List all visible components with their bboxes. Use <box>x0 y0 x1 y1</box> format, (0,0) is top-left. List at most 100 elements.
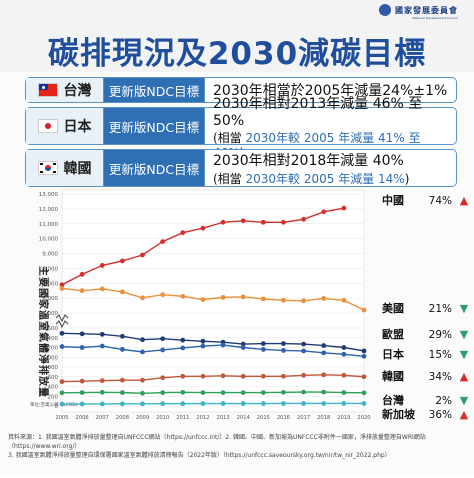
data-point <box>260 347 266 352</box>
data-point <box>281 348 286 353</box>
source-note: 資料來源：1. 我國溫室氣體淨排放量整理自UNFCCC網站（https://un… <box>8 433 470 460</box>
series-change: 74% <box>429 195 452 207</box>
y-tick-label: 7,000 <box>42 281 58 287</box>
data-point <box>120 347 125 352</box>
y-tick-label: 400 <box>48 385 59 391</box>
ndc-logo: 國家發展委員會 <box>379 4 458 16</box>
data-point <box>301 298 306 304</box>
data-point <box>341 372 347 378</box>
y-tick-label: 5,000 <box>42 311 58 317</box>
series-change: 15% <box>429 349 452 361</box>
data-point <box>79 288 85 294</box>
country-name: 日本 <box>63 119 92 135</box>
x-tick-label: 2008 <box>116 415 129 421</box>
data-point <box>160 239 166 244</box>
y-tick-label: 1,200 <box>42 346 58 352</box>
data-point <box>200 390 206 395</box>
series-change: 34% <box>429 371 452 383</box>
y-tick-label: 11,000 <box>39 222 59 228</box>
data-point <box>361 401 367 406</box>
data-point <box>341 345 347 350</box>
data-point <box>59 330 65 336</box>
data-point <box>79 401 85 407</box>
paren-open: (相當 <box>213 171 246 186</box>
y-tick-label: 600 <box>48 375 59 381</box>
data-point <box>301 341 306 347</box>
ndc-target-text: 2030年相對2013年減量 46% 至 50% <box>213 95 423 129</box>
data-point <box>160 347 166 353</box>
data-point <box>180 389 186 395</box>
data-point <box>180 230 186 236</box>
x-tick-label: 2019 <box>337 415 350 421</box>
x-tick-label: 2014 <box>237 415 251 421</box>
data-point <box>341 351 347 357</box>
data-point <box>140 252 145 258</box>
plot-area <box>61 189 365 413</box>
series-change: 36% <box>429 409 452 421</box>
data-point <box>140 401 145 407</box>
data-point <box>321 343 327 348</box>
x-tick-label: 2012 <box>196 415 209 421</box>
data-point <box>321 401 327 406</box>
data-point <box>59 390 65 396</box>
data-point <box>140 377 145 383</box>
data-point <box>281 373 286 379</box>
y-tick-label: 200 <box>48 394 59 400</box>
data-point <box>361 374 367 380</box>
data-point <box>361 348 367 354</box>
paren-open: (相當 <box>213 130 246 145</box>
data-point <box>240 401 246 406</box>
paren-close: ) <box>404 171 410 186</box>
series-label: 新加坡 <box>382 407 416 421</box>
data-point <box>361 307 367 313</box>
source-line-2: 3. 我國溫室氣體淨排放量整理自環保署國家溫室氣體排放清冊報告（2022年版）（… <box>8 452 391 459</box>
data-point <box>160 292 166 298</box>
ndc-row-taiwan: 台灣 更新版NDC目標 2030年相當於2005年減量24%±1% <box>25 77 457 103</box>
data-point <box>341 297 347 303</box>
data-point <box>59 286 65 291</box>
data-point <box>361 353 367 359</box>
equivalent-value: 2030年較 2005 年減量 14% <box>245 171 405 186</box>
series-label: 日本 <box>382 347 404 361</box>
data-point <box>99 343 105 349</box>
data-point <box>59 282 65 288</box>
ndc-row-korea: 韓國 更新版NDC目標 2030年相對2018年減量 40% (相當 2030年… <box>25 149 457 187</box>
ndc-tag: 更新版NDC目標 <box>104 150 205 186</box>
data-point <box>160 336 166 342</box>
emissions-chart-svg: 13,000 12,000 11,000 10,000 9,000 8,000 7,000 6… <box>30 189 469 421</box>
arrow-up-icon: ▲ <box>460 194 469 207</box>
data-point <box>220 390 226 395</box>
series-change: 2% <box>435 395 452 407</box>
data-point <box>140 295 145 301</box>
series-line-6 <box>61 402 365 405</box>
data-point <box>140 349 145 355</box>
data-point <box>59 344 65 349</box>
ndc-logo-icon <box>379 4 391 16</box>
x-tick-label: 2010 <box>156 415 169 421</box>
data-point <box>99 263 105 268</box>
ndc-equivalent-text: (相當 2030年較 2005 年減量 14%) <box>213 170 448 187</box>
data-point <box>180 401 186 407</box>
data-point <box>79 390 85 395</box>
data-point <box>160 390 166 395</box>
data-point <box>240 345 246 350</box>
data-point <box>341 401 347 406</box>
data-point <box>281 341 286 346</box>
x-tick-label: 2017 <box>297 415 310 421</box>
axis-break-mark <box>55 320 69 329</box>
x-tick-label: 2009 <box>136 415 149 421</box>
x-tick-label: 2020 <box>357 415 370 421</box>
ndc-row-japan: 日本 更新版NDC目標 2030年相對2013年減量 46% 至 50% (相當… <box>25 96 457 160</box>
data-point <box>240 294 246 300</box>
x-tick-label: 2007 <box>96 415 109 421</box>
data-point <box>220 373 226 379</box>
data-point <box>99 389 105 395</box>
y-unit-label: 單位:百萬公噸 MtCO2e <box>30 401 78 408</box>
data-point <box>301 348 306 354</box>
data-point <box>301 389 306 395</box>
arrow-up-icon: ▲ <box>460 408 469 421</box>
data-point <box>160 375 166 381</box>
data-point <box>321 296 327 301</box>
data-point <box>301 401 306 406</box>
data-point <box>240 218 246 224</box>
